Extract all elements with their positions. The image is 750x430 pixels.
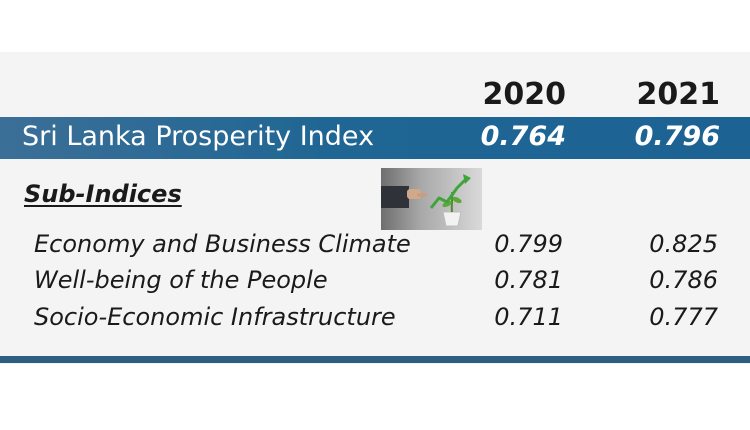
- prosperity-index-bar: Sri Lanka Prosperity Index 0.764 0.796: [0, 117, 750, 159]
- column-header-2020: 2020: [482, 77, 567, 112]
- sub-indices-heading: Sub-Indices: [24, 180, 182, 208]
- sub-index-value-2021: 0.777: [649, 303, 718, 331]
- table-row: Well-being of the People 0.781 0.786: [0, 266, 750, 300]
- table-row: Socio-Economic Infrastructure 0.711 0.77…: [0, 303, 750, 337]
- sub-index-label: Economy and Business Climate: [34, 230, 411, 258]
- prosperity-index-2021: 0.796: [634, 121, 720, 152]
- prosperity-index-label: Sri Lanka Prosperity Index: [22, 121, 375, 152]
- table-row: Economy and Business Climate 0.799 0.825: [0, 230, 750, 264]
- growth-plant-chart-icon: [381, 174, 471, 227]
- prosperity-index-2020: 0.764: [480, 121, 566, 152]
- sub-index-value-2020: 0.781: [494, 266, 563, 294]
- sub-index-value-2021: 0.825: [649, 230, 718, 258]
- growth-plant-chart-photo: [381, 168, 482, 230]
- table-panel: [0, 52, 750, 364]
- sub-index-label: Socio-Economic Infrastructure: [34, 303, 396, 331]
- sub-index-value-2021: 0.786: [649, 266, 718, 294]
- column-header-2021: 2021: [636, 77, 721, 112]
- bottom-divider: [0, 356, 750, 363]
- sub-index-value-2020: 0.799: [494, 230, 563, 258]
- sub-index-label: Well-being of the People: [34, 266, 328, 294]
- sub-index-value-2020: 0.711: [494, 303, 563, 331]
